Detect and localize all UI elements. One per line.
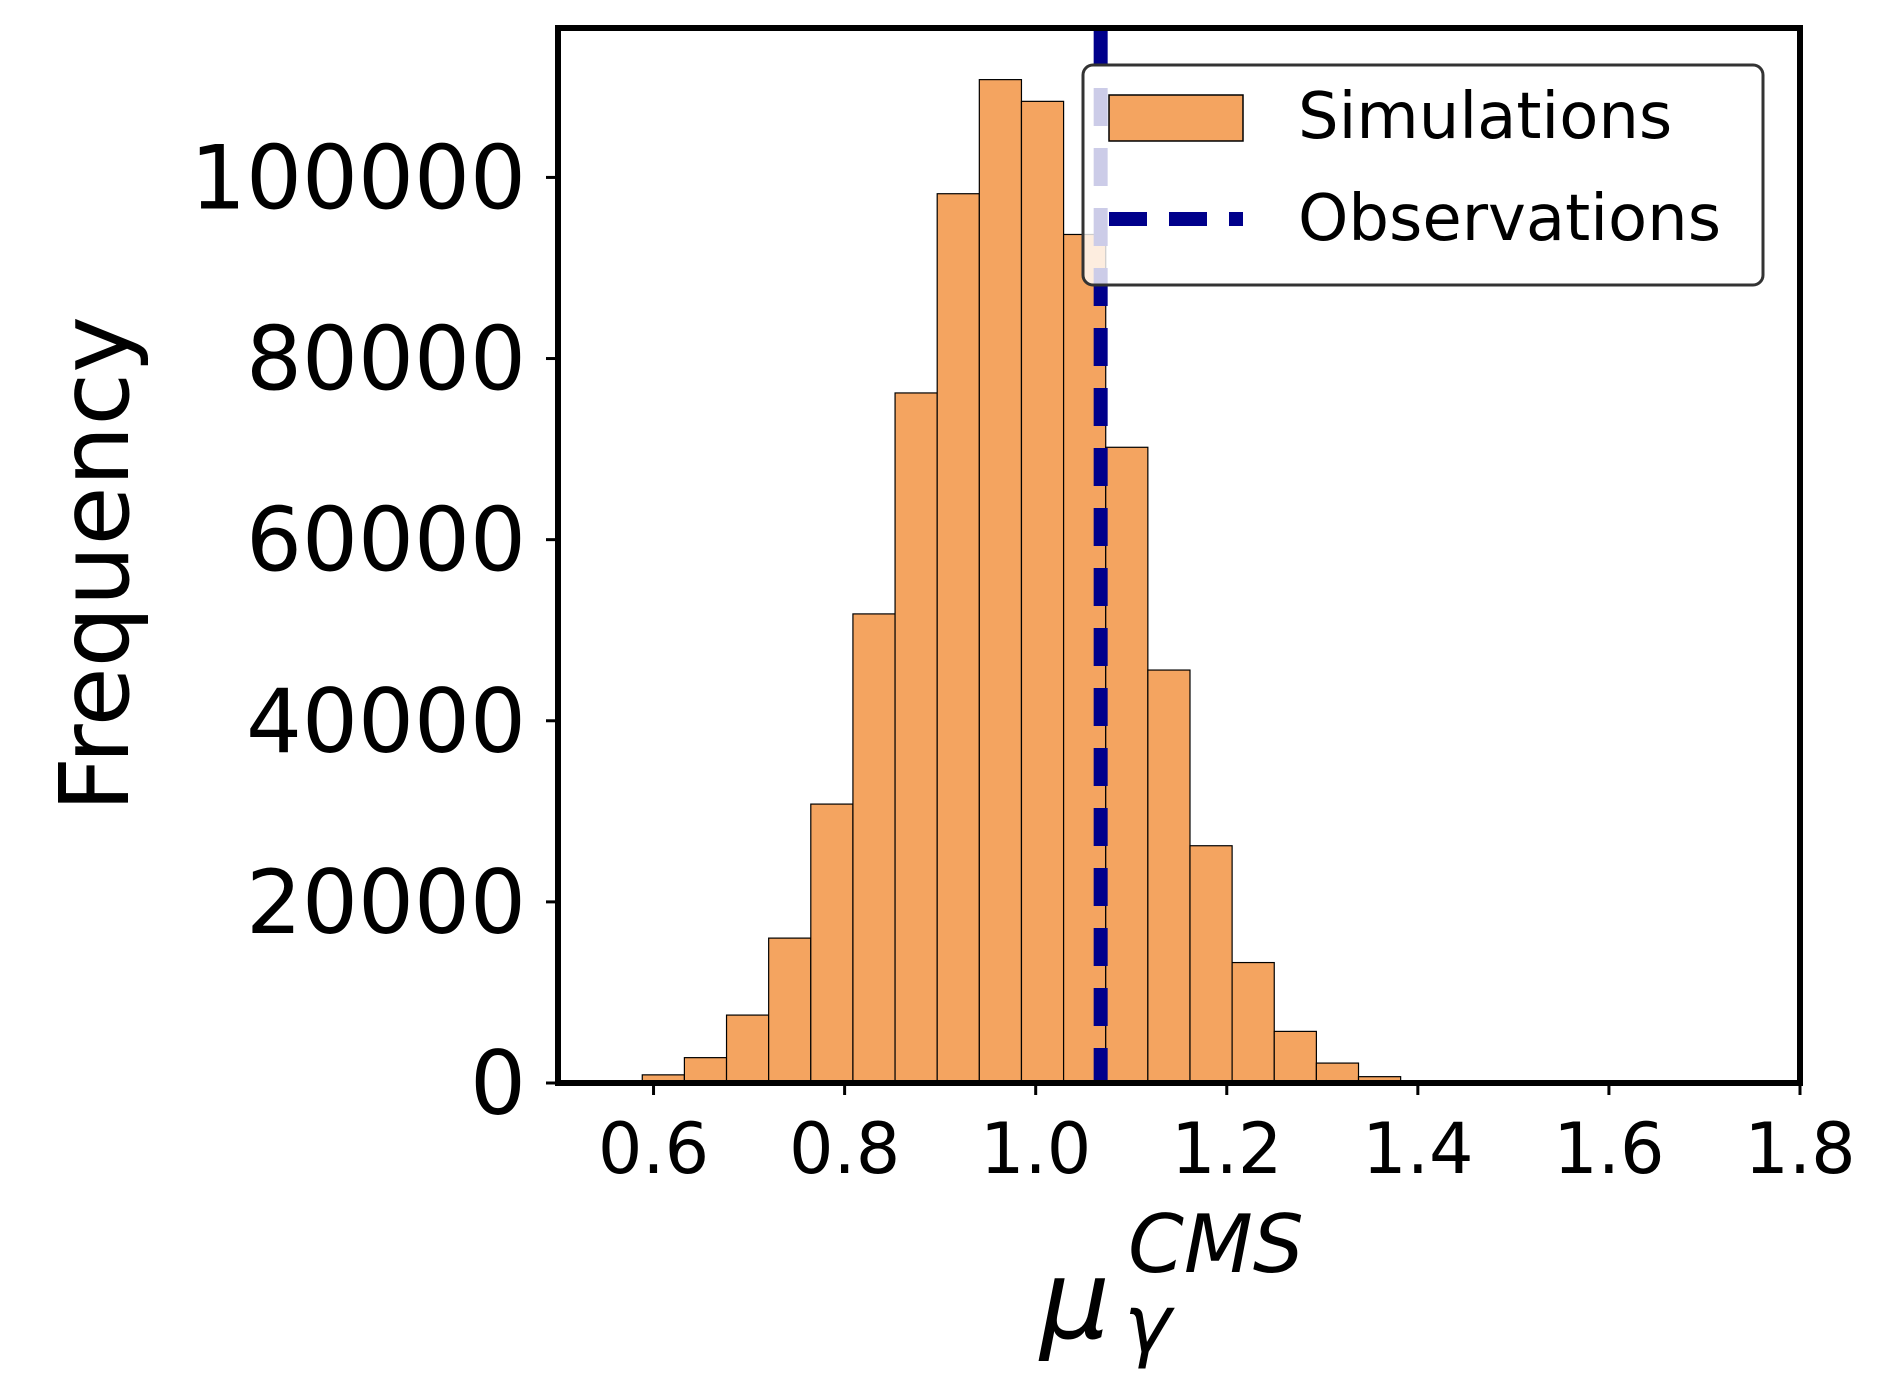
y-tick-label: 40000 — [246, 670, 526, 773]
legend-observations-label: Observations — [1298, 182, 1721, 256]
x-axis-label-superscript: CMS — [1128, 1198, 1304, 1291]
x-tick-label: 1.8 — [1744, 1108, 1855, 1190]
x-axis-label-subscript: γ — [1124, 1278, 1175, 1371]
y-axis-label: Frequency — [39, 316, 151, 812]
plot-frame — [555, 25, 1803, 1086]
y-tick-label: 100000 — [190, 126, 526, 229]
histogram-bar — [1273, 1030, 1317, 1084]
legend-simulations-swatch — [1108, 94, 1244, 142]
x-axis-ticks: 0.6 0.8 1.0 1.2 1.4 1.6 1.8 — [598, 1083, 1856, 1190]
y-axis-ticks: 0 20000 40000 60000 80000 100000 — [190, 126, 558, 1135]
x-tick-label: 1.4 — [1362, 1108, 1473, 1190]
histogram-bar — [1020, 100, 1065, 1084]
x-axis-label: μ — [1038, 1236, 1110, 1364]
histogram-bars — [641, 79, 1444, 1084]
histogram-bar — [810, 803, 854, 1084]
histogram-bar — [1189, 845, 1233, 1084]
histogram-bar — [978, 79, 1023, 1084]
y-tick-label: 60000 — [246, 489, 526, 592]
histogram-bar — [725, 1014, 770, 1084]
histogram-bar — [683, 1057, 728, 1084]
legend-box — [1081, 63, 1765, 287]
legend-simulations-label: Simulations — [1298, 80, 1672, 154]
y-tick-label: 20000 — [246, 851, 526, 954]
x-tick-label: 1.0 — [980, 1108, 1091, 1190]
x-tick-label: 1.6 — [1553, 1108, 1664, 1190]
histogram-bar — [1231, 961, 1275, 1084]
legend: Simulations Observations — [1081, 63, 1765, 287]
y-tick-label: 80000 — [246, 308, 526, 411]
y-tick-label: 0 — [470, 1032, 526, 1135]
histogram-bar — [894, 392, 938, 1084]
x-tick-label: 0.8 — [789, 1108, 900, 1190]
histogram-bar — [852, 613, 896, 1084]
histogram-bar — [1147, 669, 1191, 1084]
histogram-bar — [936, 193, 980, 1084]
histogram-bar — [1105, 446, 1149, 1084]
x-tick-label: 1.2 — [1171, 1108, 1282, 1190]
x-tick-label: 0.6 — [598, 1108, 709, 1190]
histogram-bar — [768, 937, 812, 1084]
